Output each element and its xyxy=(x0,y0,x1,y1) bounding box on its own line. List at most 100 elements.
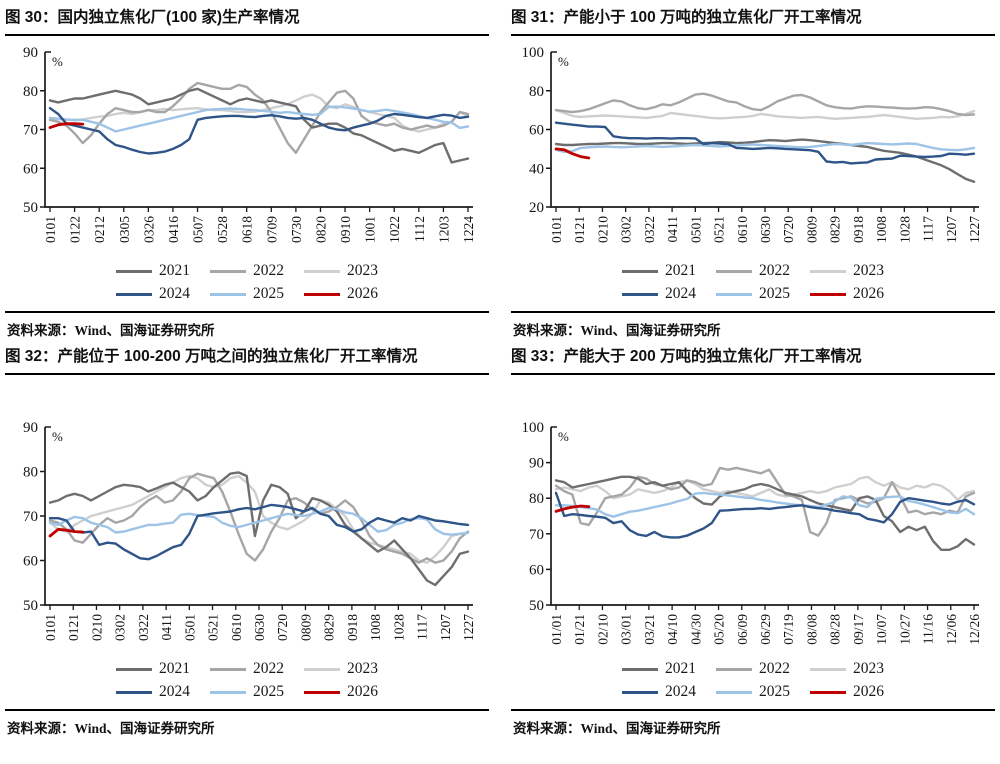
svg-text:10/27: 10/27 xyxy=(897,614,912,645)
legend-label: 2024 xyxy=(159,285,190,302)
legend-item-2025: 2025 xyxy=(210,285,284,303)
svg-text:1008: 1008 xyxy=(874,216,889,243)
legend-line-swatch xyxy=(116,690,152,694)
svg-text:05/20: 05/20 xyxy=(712,614,727,645)
svg-text:50: 50 xyxy=(529,598,544,614)
legend-item-2022: 2022 xyxy=(716,262,790,280)
legend-label: 2023 xyxy=(347,660,378,677)
source-note: 资料来源：Wind、国海证券研究所 xyxy=(511,311,995,343)
svg-text:04/10: 04/10 xyxy=(665,614,680,645)
legend-line-swatch xyxy=(210,690,246,694)
svg-text:08/28: 08/28 xyxy=(828,614,843,645)
svg-text:1227: 1227 xyxy=(461,614,476,641)
figure-title: 图 31：产能小于 100 万吨的独立焦化厂开工率情况 xyxy=(511,4,995,37)
svg-text:1008: 1008 xyxy=(368,614,383,641)
legend-line-swatch xyxy=(304,292,340,296)
source-note: 资料来源：Wind、国海证券研究所 xyxy=(5,709,489,741)
svg-text:0210: 0210 xyxy=(595,216,610,243)
svg-text:0416: 0416 xyxy=(166,216,181,243)
chart-area: 50 60 70 80 90% 0101 0122 0212 0305 0326 0416 0507 0… xyxy=(5,42,489,262)
legend-item-2023: 2023 xyxy=(304,660,378,678)
svg-text:0302: 0302 xyxy=(113,614,128,641)
legend-label: 2023 xyxy=(853,262,884,279)
chart-legend: 2021 2022 2023 2024 2025 2026 xyxy=(5,262,489,303)
svg-text:60: 60 xyxy=(529,562,544,578)
svg-text:100: 100 xyxy=(522,45,545,61)
svg-text:0521: 0521 xyxy=(712,216,727,243)
legend-label: 2021 xyxy=(665,262,696,279)
svg-text:0630: 0630 xyxy=(758,216,773,243)
svg-text:40: 40 xyxy=(529,161,544,177)
legend-line-swatch xyxy=(210,667,246,671)
svg-text:04/30: 04/30 xyxy=(688,614,703,645)
legend-line-swatch xyxy=(210,269,246,273)
svg-text:0305: 0305 xyxy=(117,216,132,243)
svg-text:0322: 0322 xyxy=(642,216,657,243)
figures-grid: 图 30：国内独立焦化厂(100 家)生产率情况 50 60 70 80 90% 0101… xyxy=(5,4,995,741)
legend-line-swatch xyxy=(810,292,846,296)
svg-text:02/10: 02/10 xyxy=(595,614,610,645)
svg-text:1117: 1117 xyxy=(921,216,936,242)
svg-text:0918: 0918 xyxy=(345,614,360,641)
chart-legend: 2021 2022 2023 2024 2025 2026 xyxy=(5,660,489,701)
svg-text:%: % xyxy=(52,54,63,69)
svg-text:70: 70 xyxy=(23,123,38,139)
svg-text:0507: 0507 xyxy=(191,216,206,243)
legend-label: 2023 xyxy=(853,660,884,677)
svg-text:03/21: 03/21 xyxy=(642,614,657,645)
svg-text:1227: 1227 xyxy=(967,216,982,243)
legend-item-2026: 2026 xyxy=(304,285,378,303)
figure-33-header: 图 33：产能大于 200 万吨的独立焦化厂开工率情况 xyxy=(511,343,995,415)
legend-item-2026: 2026 xyxy=(810,683,884,701)
svg-text:80: 80 xyxy=(529,84,544,100)
legend-item-2022: 2022 xyxy=(210,660,284,678)
svg-text:0610: 0610 xyxy=(735,216,750,243)
legend-label: 2022 xyxy=(759,262,790,279)
svg-text:%: % xyxy=(52,429,63,444)
legend-line-swatch xyxy=(716,269,752,273)
svg-text:0210: 0210 xyxy=(89,614,104,641)
legend-row: 2021 2022 2023 xyxy=(116,262,378,280)
legend-line-swatch xyxy=(622,292,658,296)
svg-text:0720: 0720 xyxy=(781,216,796,243)
legend-item-2021: 2021 xyxy=(116,262,190,280)
legend-item-2021: 2021 xyxy=(622,262,696,280)
svg-text:0101: 0101 xyxy=(43,614,58,641)
line-chart: 50 60 70 80 90% 0101 0122 0212 0305 0326 0416 0507 0… xyxy=(23,45,476,243)
chart-area: 50 60 70 80 90 100% 01/01 01/21 02/10 03/01 03/21 0… xyxy=(511,417,995,660)
svg-text:09/17: 09/17 xyxy=(851,614,866,645)
svg-text:0709: 0709 xyxy=(264,216,279,243)
svg-text:1028: 1028 xyxy=(391,614,406,641)
svg-text:0829: 0829 xyxy=(828,216,843,243)
legend-item-2022: 2022 xyxy=(716,660,790,678)
legend-line-swatch xyxy=(716,667,752,671)
svg-text:%: % xyxy=(558,429,569,444)
legend-label: 2023 xyxy=(347,262,378,279)
figure-32: 图 32：产能位于 100-200 万吨之间的独立焦化厂开工率情况 50 60 70… xyxy=(5,343,489,741)
svg-text:0820: 0820 xyxy=(313,216,328,243)
chart-area: 50 60 70 80 90% 0101 0121 0210 0302 0322 0411 0501 0… xyxy=(5,417,489,660)
legend-item-2022: 2022 xyxy=(210,262,284,280)
svg-text:100: 100 xyxy=(522,420,545,436)
legend-line-swatch xyxy=(116,292,152,296)
svg-text:0501: 0501 xyxy=(182,614,197,641)
svg-text:0121: 0121 xyxy=(572,216,587,243)
legend-line-swatch xyxy=(716,690,752,694)
svg-text:0730: 0730 xyxy=(289,216,304,243)
chart-legend: 2021 2022 2023 2024 2025 2026 xyxy=(511,262,995,303)
svg-text:0121: 0121 xyxy=(66,614,81,641)
svg-text:1022: 1022 xyxy=(387,216,402,243)
svg-text:0411: 0411 xyxy=(665,216,680,243)
svg-text:%: % xyxy=(558,54,569,69)
legend-line-swatch xyxy=(304,269,340,273)
source-note: 资料来源：Wind、国海证券研究所 xyxy=(5,311,489,343)
line-chart: 50 60 70 80 90% 0101 0121 0210 0302 0322 0411 0501 0… xyxy=(23,420,476,641)
legend-label: 2025 xyxy=(253,683,284,700)
legend-item-2025: 2025 xyxy=(716,285,790,303)
legend-label: 2021 xyxy=(159,660,190,677)
svg-text:0618: 0618 xyxy=(240,216,255,243)
legend-item-2023: 2023 xyxy=(304,262,378,280)
svg-text:0122: 0122 xyxy=(68,216,83,243)
svg-text:0610: 0610 xyxy=(229,614,244,641)
line-chart: 20 40 60 80 100% 0101 0121 0210 0302 0322 0411 0501… xyxy=(522,45,983,243)
